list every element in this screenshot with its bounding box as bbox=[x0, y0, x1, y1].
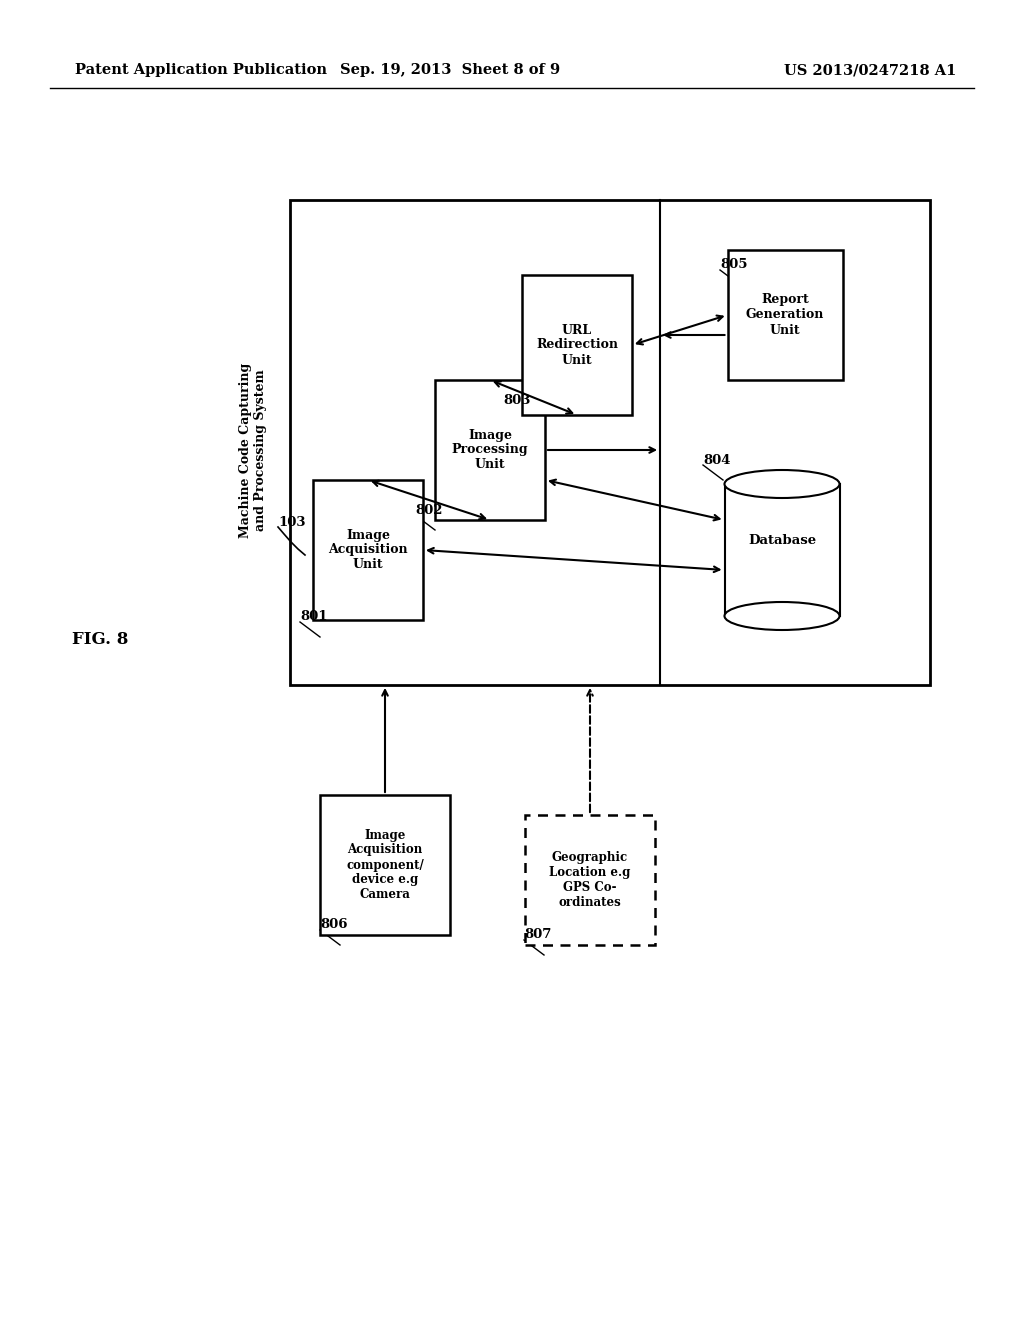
Text: 806: 806 bbox=[319, 919, 347, 932]
Text: Patent Application Publication: Patent Application Publication bbox=[75, 63, 327, 77]
Text: URL
Redirection
Unit: URL Redirection Unit bbox=[536, 323, 618, 367]
Text: 804: 804 bbox=[703, 454, 730, 466]
Bar bbox=[725, 484, 840, 616]
Text: FIG. 8: FIG. 8 bbox=[72, 631, 128, 648]
Text: 802: 802 bbox=[415, 503, 442, 516]
Text: Sep. 19, 2013  Sheet 8 of 9: Sep. 19, 2013 Sheet 8 of 9 bbox=[340, 63, 560, 77]
Text: Image
Acquisition
Unit: Image Acquisition Unit bbox=[328, 528, 408, 572]
Text: 805: 805 bbox=[720, 259, 748, 272]
Text: US 2013/0247218 A1: US 2013/0247218 A1 bbox=[783, 63, 956, 77]
Bar bbox=[290, 201, 930, 685]
Bar bbox=[313, 480, 423, 620]
Bar bbox=[435, 380, 545, 520]
Text: 801: 801 bbox=[300, 610, 328, 623]
Text: Database: Database bbox=[748, 533, 816, 546]
Bar bbox=[522, 275, 632, 414]
Text: Report
Generation
Unit: Report Generation Unit bbox=[745, 293, 824, 337]
Text: Machine Code Capturing
and Processing System: Machine Code Capturing and Processing Sy… bbox=[239, 363, 267, 537]
Text: 803: 803 bbox=[503, 393, 530, 407]
Bar bbox=[319, 795, 450, 935]
Ellipse shape bbox=[725, 470, 840, 498]
Text: Geographic
Location e.g
GPS Co-
ordinates: Geographic Location e.g GPS Co- ordinate… bbox=[549, 851, 631, 909]
Text: 103: 103 bbox=[278, 516, 305, 528]
Ellipse shape bbox=[725, 602, 840, 630]
Bar bbox=[727, 249, 843, 380]
Text: Image
Acquisition
component/
device e.g
Camera: Image Acquisition component/ device e.g … bbox=[346, 829, 424, 902]
Bar bbox=[525, 814, 655, 945]
Text: 807: 807 bbox=[524, 928, 551, 941]
Text: Image
Processing
Unit: Image Processing Unit bbox=[452, 429, 528, 471]
